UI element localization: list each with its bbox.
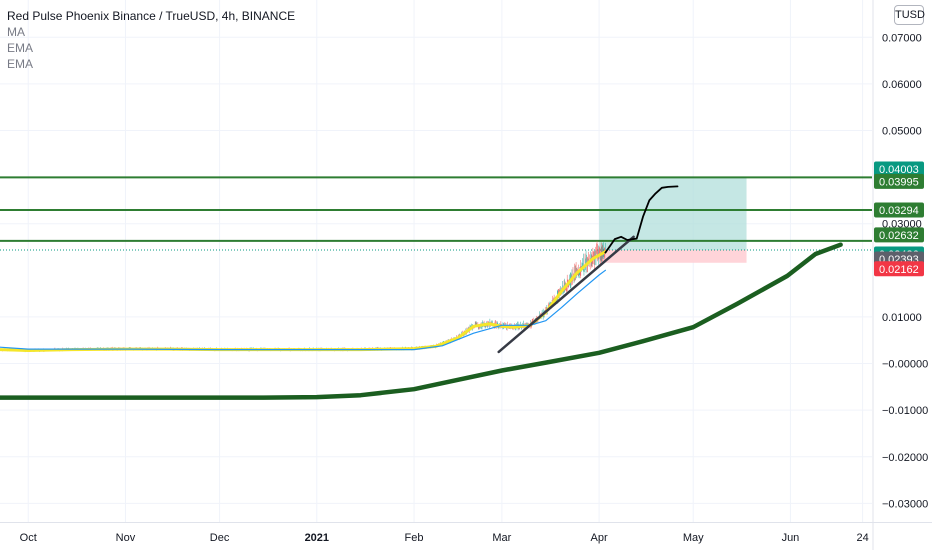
price-tag-label: 0.02162 [879,264,919,276]
legend-indicator-ema-2[interactable]: EMA [7,57,34,71]
price-tag-label: 0.03294 [879,205,919,217]
y-tick-label: −0.00000 [882,359,928,371]
y-tick-label: −0.01000 [882,405,928,417]
series-line-long-ma[interactable] [0,242,843,400]
legend-indicator-ema[interactable]: EMA [7,41,34,55]
price-tag[interactable]: 0.04003 [874,161,924,177]
currency-button[interactable]: TUSD [894,5,925,25]
series-line-drawing[interactable] [604,185,679,254]
x-tick-label: Dec [210,532,230,544]
x-tick-label: May [683,532,704,544]
price-tag[interactable]: 0.02162 [874,261,924,277]
price-tag-label: 0.03995 [879,176,919,188]
price-tag-background [874,227,924,243]
x-tick-label: Nov [116,532,136,544]
series-line-trendline[interactable] [497,235,635,354]
y-tick-label: 0.06000 [882,79,922,91]
x-tick-label: 2021 [305,532,329,544]
x-tick-label: 24 [856,532,868,544]
y-tick-label: −0.03000 [882,498,928,510]
x-tick-label: Apr [591,532,608,544]
series-line-ema-blue[interactable] [0,269,607,351]
price-tag-background [874,261,924,277]
x-tick-label: Jun [782,532,800,544]
price-tag-background [874,173,924,189]
x-tick-label: Feb [405,532,424,544]
price-tag[interactable]: 0.03294 [874,202,924,218]
x-tick-label: Mar [492,532,511,544]
chart-legend: Red Pulse Phoenix Binance / TrueUSD, 4h,… [7,8,295,72]
target-zone[interactable] [599,176,747,251]
price-tag-background [874,161,924,177]
price-tag[interactable]: 0.02632 [874,227,924,243]
price-tag[interactable]: 0.03995 [874,173,924,189]
legend-indicator-ma[interactable]: MA [7,25,25,39]
stop-zone[interactable] [599,250,747,263]
price-tag-background [874,202,924,218]
y-tick-label: 0.05000 [882,126,922,138]
y-tick-label: 0.07000 [882,32,922,44]
x-tick-label: Oct [20,532,37,544]
y-tick-label: 0.01000 [882,312,922,324]
legend-title: Red Pulse Phoenix Binance / TrueUSD, 4h,… [7,9,296,23]
y-tick-label: −0.02000 [882,452,928,464]
price-tag-label: 0.04003 [879,164,919,176]
price-tag-label: 0.02632 [879,230,919,242]
series-line-ema-yellow[interactable] [0,250,607,352]
